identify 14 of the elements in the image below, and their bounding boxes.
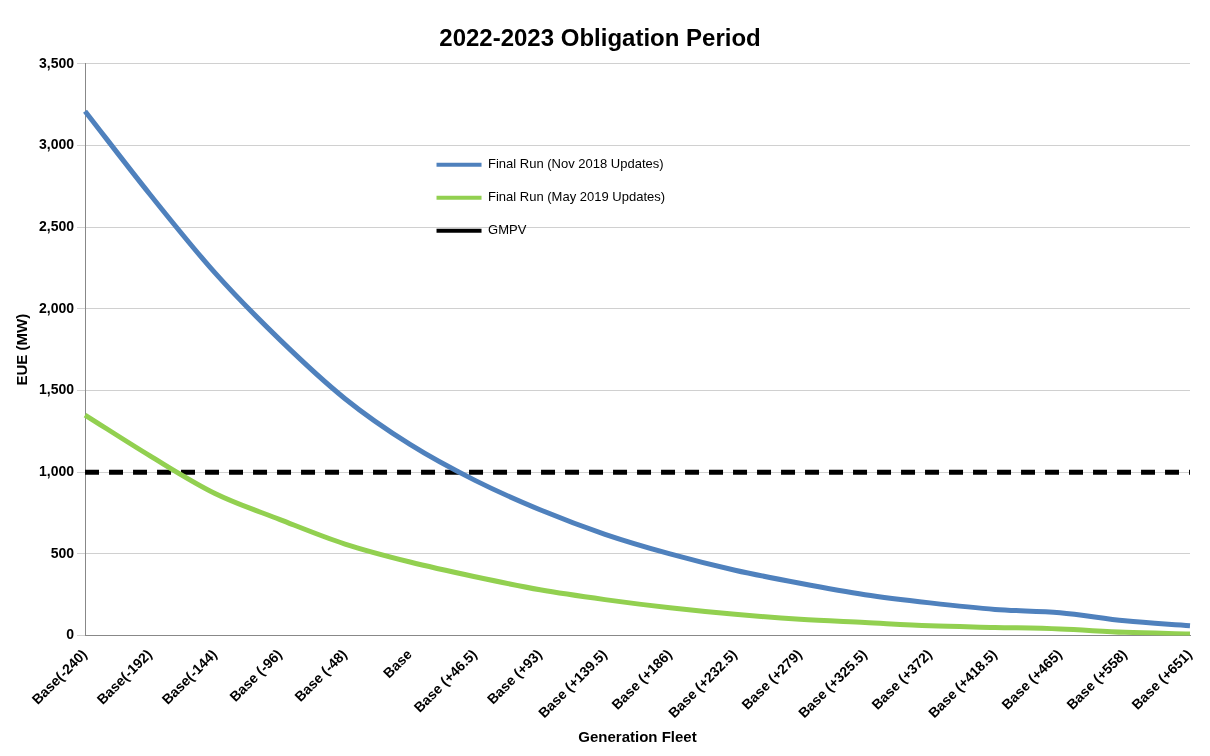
y-tick-label: 2,500 [38,218,75,235]
y-tick-label: 500 [50,544,75,561]
y-tick-label: 2,000 [38,299,75,316]
y-tick-label: 0 [66,626,75,643]
chart-title: 2022-2023 Obligation Period [439,24,761,52]
legend-label: Final Run (Nov 2018 Updates) [488,156,664,172]
legend-label: GMPV [488,222,527,238]
y-tick-label: 1,500 [38,381,75,398]
y-tick-label: 1,000 [38,463,75,480]
y-tick-label: 3,000 [38,136,75,153]
y-tick-label: 3,500 [38,54,75,71]
y-axis-title: EUE (MW) [13,313,31,386]
x-axis-title: Generation Fleet [578,728,697,746]
legend-label: Final Run (May 2019 Updates) [488,189,666,205]
